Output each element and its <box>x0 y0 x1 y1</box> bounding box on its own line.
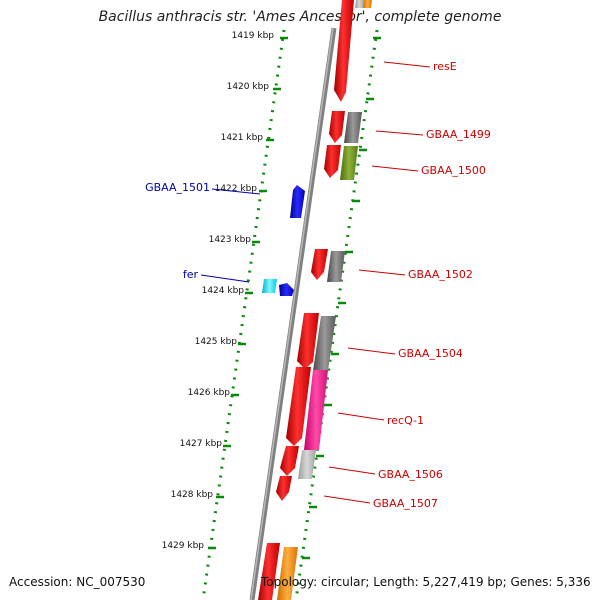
topology-text: Topology: circular; Length: 5,227,419 bp… <box>261 575 591 589</box>
cog-GBAA_1502 <box>327 251 345 282</box>
right-gene-labels: resE GBAA_1499 GBAA_1500 GBAA_1502 GBAA_… <box>373 60 491 510</box>
tick-label-1426: 1426 kbp <box>188 388 231 398</box>
cog-recQ-1 <box>304 370 328 450</box>
gene-label-GBAA_1500: GBAA_1500 <box>421 164 486 177</box>
gene-label-recQ-1: recQ-1 <box>387 414 424 427</box>
genome-backbone <box>249 27 337 600</box>
left-gene-labels: GBAA_1501 fer <box>145 181 210 281</box>
left-leaders <box>200 188 261 283</box>
cds-bottom-1 <box>258 543 280 600</box>
cds-resE <box>334 0 354 102</box>
cog-fer <box>262 279 277 293</box>
gene-label-GBAA_1499: GBAA_1499 <box>426 128 491 141</box>
cog-GBAA_1506 <box>298 450 316 479</box>
cog-GBAA_1500 <box>340 146 358 180</box>
cds-GBAA_1506 <box>280 446 299 476</box>
gene-label-resE: resE <box>433 60 457 73</box>
gene-label-GBAA_1502: GBAA_1502 <box>408 268 473 281</box>
inner-dotted-ring <box>201 29 286 600</box>
gene-label-GBAA_1507: GBAA_1507 <box>373 497 438 510</box>
tick-label-1427: 1427 kbp <box>180 439 223 449</box>
tick-label-1423: 1423 kbp <box>209 235 252 245</box>
cds-GBAA_1502 <box>311 249 328 280</box>
tick-label-1421: 1421 kbp <box>221 133 264 143</box>
cog-GBAA_1499 <box>344 112 362 143</box>
gene-label-fer: fer <box>183 268 199 281</box>
gene-label-GBAA_1506: GBAA_1506 <box>378 468 443 481</box>
map-title: Bacillus anthracis str. 'Ames Ancestor',… <box>98 9 502 25</box>
cds-GBAA_1504 <box>297 313 319 369</box>
leader-GBAA_1507 <box>323 495 371 504</box>
leader-GBAA_1501 <box>211 188 261 195</box>
leader-GBAA_1499 <box>375 130 424 136</box>
cds-recQ-1 <box>286 367 311 446</box>
right-leaders <box>323 61 431 504</box>
leader-recQ-1 <box>337 412 385 421</box>
leader-GBAA_1504 <box>347 347 396 355</box>
kbp-tick-marks <box>208 36 381 560</box>
tick-label-1425: 1425 kbp <box>195 337 238 347</box>
leader-resE <box>383 61 431 68</box>
leader-GBAA_1502 <box>358 269 406 276</box>
cds-GBAA_1500 <box>324 145 341 178</box>
leader-fer <box>200 274 250 283</box>
cog-bottom-orange <box>277 547 298 600</box>
leader-GBAA_1500 <box>371 165 419 172</box>
tick-label-1424: 1424 kbp <box>202 286 245 296</box>
gene-label-GBAA_1504: GBAA_1504 <box>398 347 463 360</box>
genome-backbone-highlight <box>250 27 334 600</box>
cds-GBAA_1501 <box>290 185 305 218</box>
kbp-ticks: 1419 kbp 1420 kbp 1421 kbp 1422 kbp 1423… <box>162 31 275 551</box>
cds-fer <box>279 283 294 296</box>
leader-GBAA_1506 <box>328 466 376 475</box>
tick-label-1419: 1419 kbp <box>232 31 275 41</box>
accession-text: Accession: NC_007530 <box>9 575 146 589</box>
cog-GBAA_1504 <box>313 316 336 371</box>
cds-GBAA_1507 <box>276 476 292 501</box>
tick-label-1422: 1422 kbp <box>215 184 258 194</box>
tick-label-1429: 1429 kbp <box>162 541 205 551</box>
cds-GBAA_1499 <box>329 111 345 143</box>
cds-feature-top-orange <box>363 0 372 8</box>
tick-label-1420: 1420 kbp <box>227 82 270 92</box>
tick-label-1428: 1428 kbp <box>171 490 214 500</box>
gene-label-GBAA_1501: GBAA_1501 <box>145 181 210 194</box>
cds-feature-top-gray <box>355 0 364 8</box>
